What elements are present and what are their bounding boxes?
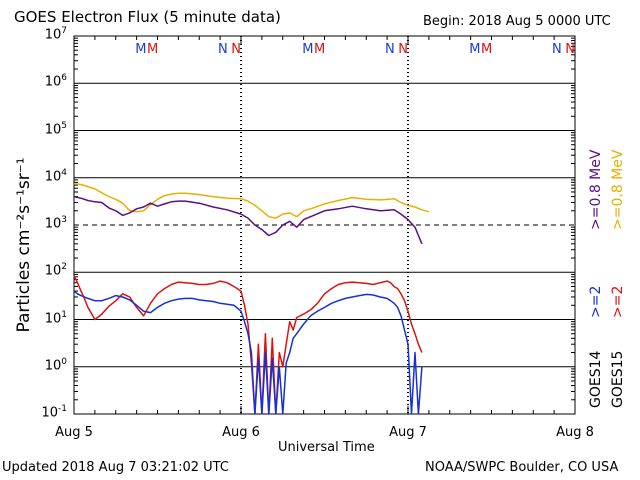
marker-n: N: [552, 42, 562, 57]
legend-goes14: GOES14: [588, 350, 604, 408]
chart-title: GOES Electron Flux (5 minute data): [14, 8, 281, 26]
y-tick-label: 101: [44, 309, 67, 326]
y-tick-label: 102: [44, 262, 67, 279]
y-tick-label: 107: [44, 26, 67, 43]
marker-m: M: [481, 42, 492, 57]
series-line-1: [73, 195, 423, 245]
series-line-3: [73, 290, 423, 415]
x-tick-label: Aug 5: [55, 425, 93, 440]
x-tick-label: Aug 8: [556, 425, 594, 440]
y-tick-label: 10-1: [41, 404, 67, 421]
series-line-2: [73, 275, 423, 415]
marker-n: N: [398, 42, 408, 57]
y-tick-label: 104: [44, 167, 67, 185]
marker-n: N: [565, 42, 575, 57]
legend-goes15-low-energy: >=0.8 MeV: [610, 149, 626, 230]
y-tick-label: 106: [44, 73, 67, 90]
legend-goes14-high-energy: >=2: [588, 285, 604, 318]
series-line-0: [73, 182, 430, 219]
x-tick-label: Aug 6: [222, 425, 260, 440]
y-tick-label: 100: [44, 356, 67, 374]
marker-n: N: [385, 42, 395, 57]
x-axis-label: Universal Time: [278, 440, 375, 455]
marker-n: N: [231, 42, 241, 57]
x-tick-label: Aug 7: [389, 425, 427, 440]
y-tick-label: 105: [44, 120, 67, 137]
credit: NOAA/SWPC Boulder, CO USA: [425, 460, 619, 475]
legend-goes15: GOES15: [610, 350, 626, 408]
marker-n: N: [218, 42, 228, 57]
marker-m: M: [302, 42, 313, 57]
legend-goes14-low-energy: >=0.8 MeV: [588, 149, 604, 230]
marker-m: M: [314, 42, 325, 57]
y-tick-label: 103: [44, 215, 67, 232]
marker-m: M: [147, 42, 158, 57]
begin-time: Begin: 2018 Aug 5 0000 UTC: [423, 14, 611, 29]
updated-timestamp: Updated 2018 Aug 7 03:21:02 UTC: [2, 460, 229, 475]
marker-m: M: [135, 42, 146, 57]
legend-goes15-high-energy: >=2: [610, 285, 626, 318]
marker-m: M: [469, 42, 480, 57]
